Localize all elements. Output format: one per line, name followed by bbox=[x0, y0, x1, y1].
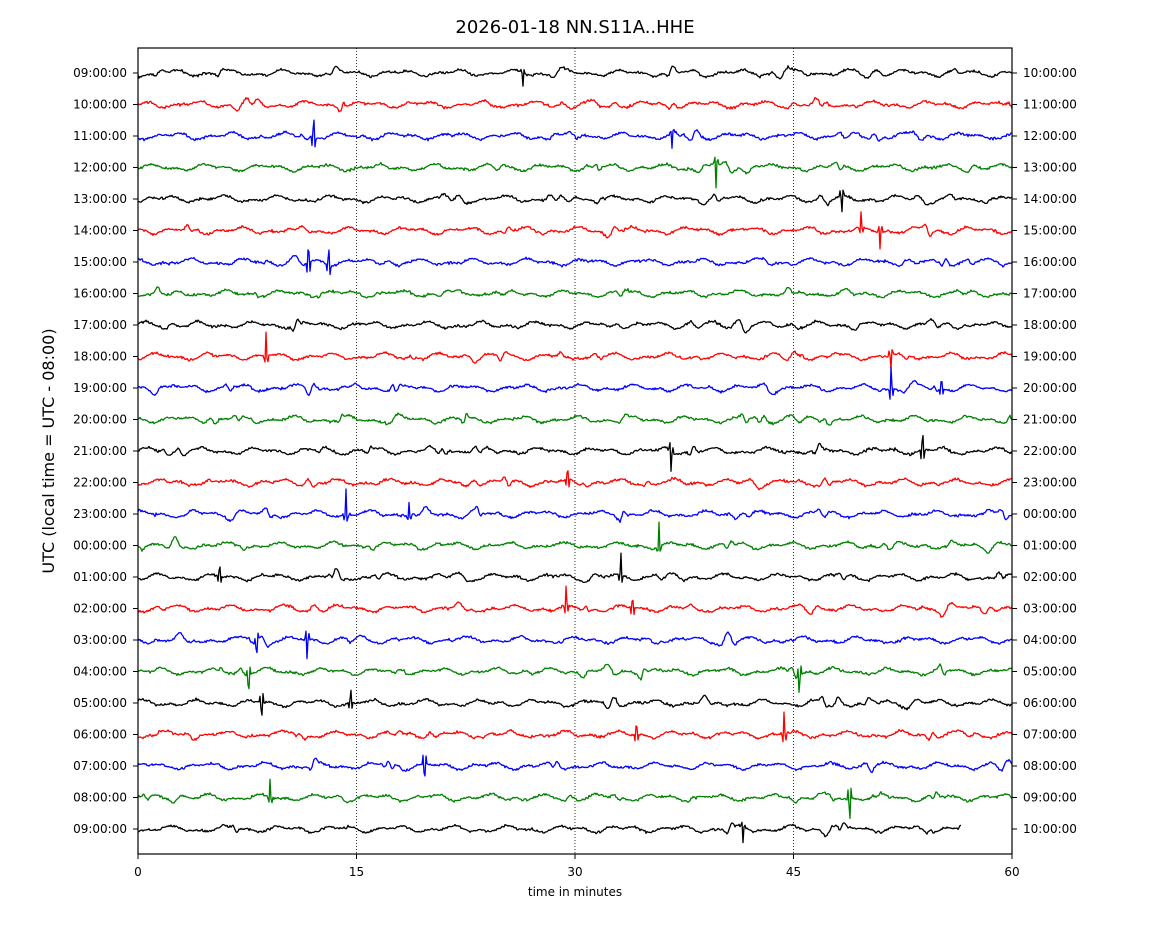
trace-row-10 bbox=[137, 366, 1013, 400]
trace-row-11 bbox=[137, 412, 1013, 426]
seismic-traces bbox=[137, 65, 1013, 844]
trace-row-5 bbox=[137, 211, 1013, 250]
trace-row-20 bbox=[137, 689, 1013, 716]
utc-row-label: 05:00:00 bbox=[73, 696, 127, 710]
utc-row-label: 06:00:00 bbox=[73, 728, 127, 742]
local-row-label: 14:00:00 bbox=[1023, 192, 1077, 206]
utc-row-label: 21:00:00 bbox=[73, 444, 127, 458]
local-row-label: 11:00:00 bbox=[1023, 98, 1077, 112]
local-row-label: 12:00:00 bbox=[1023, 129, 1077, 143]
utc-row-label: 22:00:00 bbox=[73, 476, 127, 490]
utc-row-label: 23:00:00 bbox=[73, 507, 127, 521]
utc-row-label: 09:00:00 bbox=[73, 822, 127, 836]
trace-row-18 bbox=[137, 630, 1013, 660]
utc-row-label: 08:00:00 bbox=[73, 791, 127, 805]
chart-title: 2026-01-18 NN.S11A..HHE bbox=[455, 17, 694, 38]
utc-row-label: 02:00:00 bbox=[73, 602, 127, 616]
trace-row-1 bbox=[137, 96, 1013, 113]
local-row-label: 19:00:00 bbox=[1023, 350, 1077, 364]
x-axis-ticks: 0 15 30 45 60 bbox=[134, 854, 1020, 879]
trace-row-12 bbox=[137, 434, 1013, 472]
trace-row-19 bbox=[137, 663, 1012, 693]
utc-row-label: 12:00:00 bbox=[73, 161, 127, 175]
trace-row-2 bbox=[137, 119, 1013, 149]
trace-row-13 bbox=[137, 470, 1013, 491]
local-row-label: 08:00:00 bbox=[1023, 759, 1077, 773]
utc-row-label: 19:00:00 bbox=[73, 381, 127, 395]
trace-row-22 bbox=[137, 754, 1013, 777]
local-row-label: 15:00:00 bbox=[1023, 224, 1077, 238]
utc-row-label: 04:00:00 bbox=[73, 665, 127, 679]
trace-row-9 bbox=[137, 331, 1013, 370]
x-tick-label: 15 bbox=[349, 865, 364, 879]
trace-row-17 bbox=[137, 585, 1013, 618]
local-row-label: 18:00:00 bbox=[1023, 318, 1077, 332]
y-axis-label: UTC (local time = UTC - 08:00) bbox=[39, 328, 58, 573]
trace-row-14 bbox=[137, 488, 1013, 524]
trace-row-23 bbox=[137, 778, 1013, 820]
trace-row-4 bbox=[138, 189, 1013, 213]
local-row-label: 06:00:00 bbox=[1023, 696, 1077, 710]
x-tick-label: 0 bbox=[134, 865, 142, 879]
trace-row-6 bbox=[137, 249, 1013, 276]
x-axis-label: time in minutes bbox=[528, 885, 622, 899]
utc-row-label: 00:00:00 bbox=[73, 539, 127, 553]
trace-row-0 bbox=[137, 65, 1013, 87]
local-row-label: 20:00:00 bbox=[1023, 381, 1077, 395]
utc-row-label: 20:00:00 bbox=[73, 413, 127, 427]
x-tick-label: 60 bbox=[1004, 865, 1019, 879]
utc-row-label: 09:00:00 bbox=[73, 66, 127, 80]
utc-row-label: 01:00:00 bbox=[73, 570, 127, 584]
local-row-label: 09:00:00 bbox=[1023, 791, 1077, 805]
local-row-label: 17:00:00 bbox=[1023, 287, 1077, 301]
utc-row-label: 14:00:00 bbox=[73, 224, 127, 238]
local-row-label: 05:00:00 bbox=[1023, 665, 1077, 679]
trace-row-8 bbox=[137, 318, 1013, 334]
x-tick-label: 45 bbox=[786, 865, 801, 879]
local-row-label: 10:00:00 bbox=[1023, 822, 1077, 836]
local-row-label: 07:00:00 bbox=[1023, 728, 1077, 742]
utc-row-label: 03:00:00 bbox=[73, 633, 127, 647]
local-row-label: 03:00:00 bbox=[1023, 602, 1077, 616]
trace-row-7 bbox=[137, 286, 1013, 299]
utc-row-label: 11:00:00 bbox=[73, 129, 127, 143]
local-row-label: 22:00:00 bbox=[1023, 444, 1077, 458]
utc-row-label: 15:00:00 bbox=[73, 255, 127, 269]
local-row-label: 13:00:00 bbox=[1023, 161, 1077, 175]
trace-row-15 bbox=[137, 521, 1013, 554]
local-row-label: 00:00:00 bbox=[1023, 507, 1077, 521]
local-row-label: 04:00:00 bbox=[1023, 633, 1077, 647]
utc-row-label: 16:00:00 bbox=[73, 287, 127, 301]
trace-row-24 bbox=[137, 821, 962, 844]
utc-row-label: 07:00:00 bbox=[73, 759, 127, 773]
utc-row-label: 18:00:00 bbox=[73, 350, 127, 364]
trace-row-16 bbox=[137, 552, 1013, 584]
local-hour-labels: 10:00:00 11:00:00 12:00:00 13:00:00 14:00:00… bbox=[1012, 66, 1077, 836]
utc-hour-labels: 09:00:00 10:00:00 11:00:00 12:00:00 13:00:00… bbox=[73, 66, 138, 836]
trace-row-3 bbox=[137, 156, 1013, 189]
local-row-label: 23:00:00 bbox=[1023, 476, 1077, 490]
utc-row-label: 17:00:00 bbox=[73, 318, 127, 332]
local-row-label: 01:00:00 bbox=[1023, 539, 1077, 553]
local-row-label: 16:00:00 bbox=[1023, 255, 1077, 269]
local-row-label: 02:00:00 bbox=[1023, 570, 1077, 584]
utc-row-label: 13:00:00 bbox=[73, 192, 127, 206]
local-row-label: 21:00:00 bbox=[1023, 413, 1077, 427]
trace-row-21 bbox=[137, 711, 1013, 743]
x-tick-label: 30 bbox=[567, 865, 582, 879]
local-row-label: 10:00:00 bbox=[1023, 66, 1077, 80]
utc-row-label: 10:00:00 bbox=[73, 98, 127, 112]
